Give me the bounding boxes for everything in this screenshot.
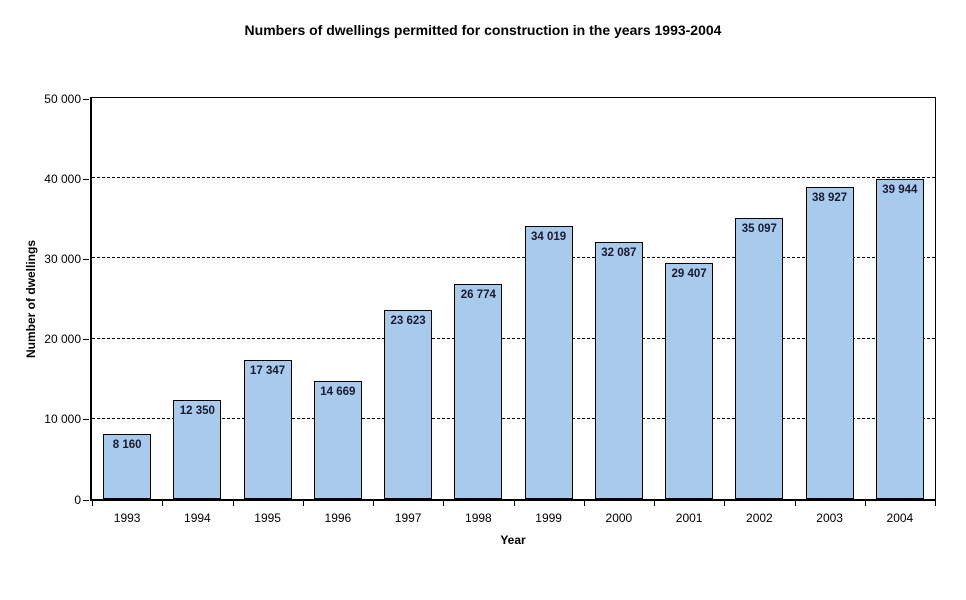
bar-1995: 17 347 [243, 359, 292, 499]
bar-1998: 26 774 [454, 284, 503, 499]
bar-1999: 34 019 [524, 226, 573, 499]
bar-value-label: 35 097 [741, 222, 777, 235]
y-tick-mark [83, 258, 89, 260]
y-tick-label: 30 000 [44, 251, 81, 266]
bar-value-label: 29 407 [671, 268, 707, 281]
gridline-30000 [92, 257, 935, 259]
bar-1994: 12 350 [173, 399, 222, 499]
bar-value-label: 39 944 [882, 183, 918, 196]
x-tick-mark [443, 500, 445, 506]
y-tick-mark [83, 499, 89, 501]
y-tick-mark [83, 419, 89, 421]
bar-1997: 23 623 [384, 309, 433, 499]
x-tick-mark [92, 500, 93, 506]
x-tick-label-1993: 1993 [113, 511, 141, 525]
x-tick-mark [162, 500, 164, 506]
gridline-40000 [92, 177, 935, 179]
y-tick-label: 10 000 [44, 412, 81, 427]
x-tick-label-1996: 1996 [324, 511, 352, 525]
bar-value-label: 23 623 [390, 314, 426, 327]
y-tick-label: 50 000 [44, 91, 81, 106]
y-tick-label: 40 000 [44, 171, 81, 186]
y-tick-mark [83, 339, 89, 341]
bar-value-label: 12 350 [179, 404, 215, 417]
bar-2001: 29 407 [665, 263, 714, 499]
bar-value-label: 34 019 [531, 231, 567, 244]
x-tick-mark [232, 500, 234, 506]
x-tick-mark [583, 500, 585, 506]
y-tick-mark [83, 98, 89, 100]
y-tick-label: 20 000 [44, 332, 81, 347]
x-tick-label-1997: 1997 [394, 511, 422, 525]
x-axis-title: Year [500, 533, 526, 547]
bar-1996: 14 669 [313, 381, 362, 499]
bar-value-label: 26 774 [460, 289, 496, 302]
bar-value-label: 32 087 [601, 246, 637, 259]
x-tick-mark [864, 500, 866, 506]
y-tick-mark [83, 178, 89, 180]
bar-2002: 35 097 [735, 217, 784, 499]
bar-2000: 32 087 [594, 241, 643, 499]
bar-1993: 8 160 [103, 433, 152, 499]
x-tick-label-2004: 2004 [886, 511, 914, 525]
bar-value-label: 17 347 [250, 364, 286, 377]
x-tick-label-1998: 1998 [465, 511, 492, 525]
x-tick-mark [724, 500, 726, 506]
chart-title: Numbers of dwellings permitted for const… [244, 22, 722, 38]
x-tick-mark [513, 500, 515, 506]
x-tick-mark [373, 500, 374, 506]
x-tick-label-2000: 2000 [605, 511, 633, 525]
y-tick-label: 0 [74, 492, 81, 507]
x-tick-mark [935, 500, 936, 506]
x-tick-label-2001: 2001 [675, 511, 703, 525]
x-tick-label-2002: 2002 [746, 511, 773, 525]
bar-value-label: 8 160 [112, 438, 142, 451]
x-tick-mark [654, 500, 655, 506]
x-tick-label-1995: 1995 [254, 511, 281, 525]
plot-area: 8 160 12 350 17 347 14 669 23 623 26 774 34 01… [90, 97, 936, 501]
x-tick-label-2003: 2003 [816, 511, 843, 525]
x-tick-mark [302, 500, 304, 506]
x-tick-mark [794, 500, 796, 506]
bar-value-label: 14 669 [320, 386, 356, 399]
x-tick-label-1999: 1999 [535, 511, 562, 525]
gridline-20000 [92, 337, 935, 339]
x-tick-label-1994: 1994 [184, 511, 211, 525]
bar-2003: 38 927 [805, 186, 854, 499]
bar-2004: 39 944 [875, 178, 924, 499]
bar-value-label: 38 927 [812, 191, 848, 204]
gridline-10000 [92, 417, 935, 419]
